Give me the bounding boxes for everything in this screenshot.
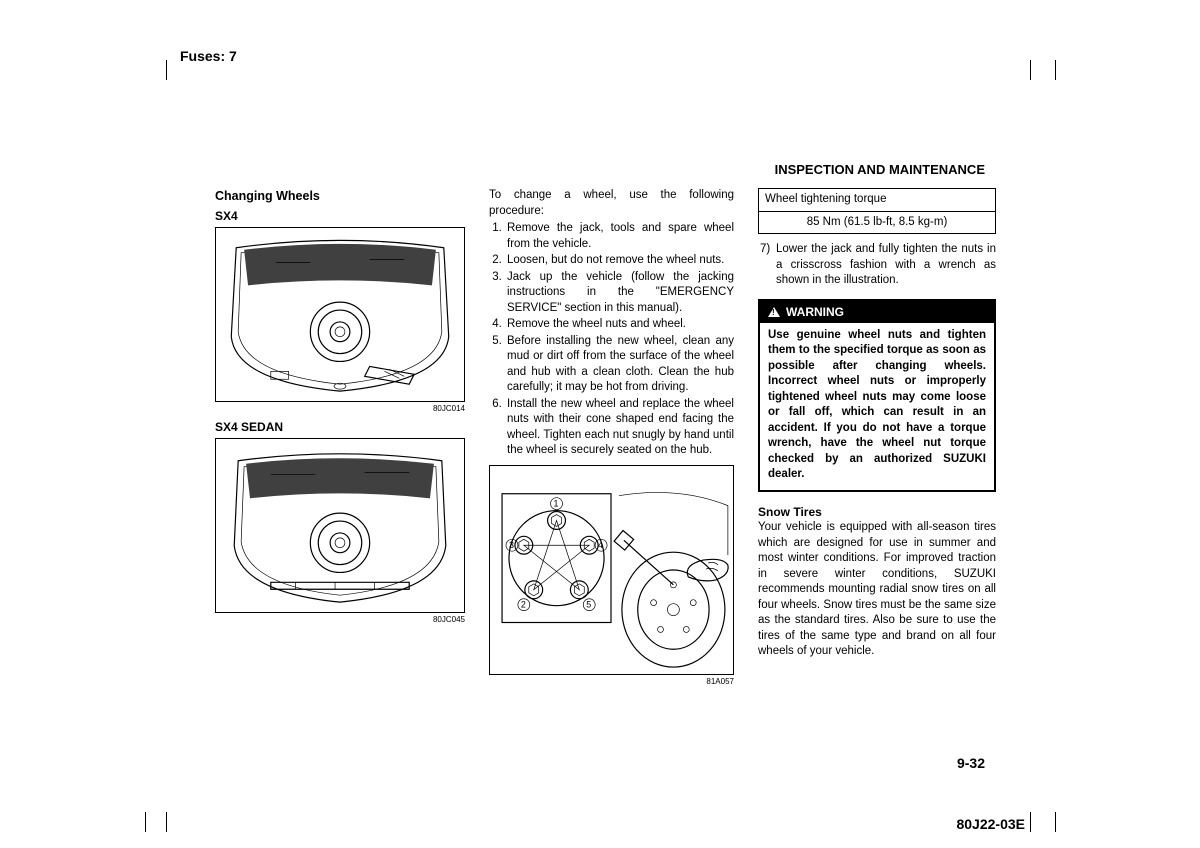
page-header-fuses: Fuses: 7 <box>180 48 237 64</box>
page-number: 9-32 <box>957 755 985 771</box>
crop-mark <box>145 812 146 832</box>
nut-label-2: 2 <box>521 599 526 609</box>
torque-table: Wheel tightening torque 85 Nm (61.5 lb-f… <box>758 188 996 234</box>
changing-wheels-title: Changing Wheels <box>215 188 465 205</box>
crop-mark <box>1030 60 1031 80</box>
procedure-intro: To change a wheel, use the following pro… <box>489 188 734 219</box>
nut-label-1: 1 <box>554 498 559 508</box>
document-code: 80J22-03E <box>956 816 1025 832</box>
figure-code-1: 80JC014 <box>215 404 465 415</box>
model-sx4-sedan-label: SX4 SEDAN <box>215 419 465 435</box>
step-4: Remove the wheel nuts and wheel. <box>505 317 734 333</box>
step-1: Remove the jack, tools and spare wheel f… <box>505 221 734 252</box>
warning-box: WARNING Use genuine wheel nuts and tight… <box>758 299 996 492</box>
model-sx4-label: SX4 <box>215 208 465 224</box>
crop-mark <box>166 812 167 832</box>
section-header: INSPECTION AND MAINTENANCE <box>775 162 985 177</box>
snow-tires-body: Your vehicle is equipped with all-season… <box>758 520 996 660</box>
step-2: Loosen, but do not remove the wheel nuts… <box>505 253 734 269</box>
column-3: Wheel tightening torque 85 Nm (61.5 lb-f… <box>758 188 996 692</box>
figure-tightening-pattern: 1 4 5 2 3 <box>489 465 734 675</box>
crop-mark <box>1055 812 1056 832</box>
step-3: Jack up the vehicle (follow the jacking … <box>505 270 734 317</box>
warning-body: Use genuine wheel nuts and tighten them … <box>760 323 994 490</box>
figure-sx4-trunk <box>215 227 465 402</box>
nut-label-5: 5 <box>586 599 591 609</box>
torque-label: Wheel tightening torque <box>759 189 995 212</box>
crop-mark <box>1055 60 1056 80</box>
step-6: Install the new wheel and replace the wh… <box>505 397 734 459</box>
warning-triangle-icon <box>768 307 780 317</box>
snow-tires-title: Snow Tires <box>758 504 996 520</box>
column-2: To change a wheel, use the following pro… <box>489 188 734 692</box>
figure-code-2: 80JC045 <box>215 615 465 626</box>
step-5: Before installing the new wheel, clean a… <box>505 334 734 396</box>
crop-mark <box>166 60 167 80</box>
torque-value: 85 Nm (61.5 lb-ft, 8.5 kg-m) <box>759 212 995 234</box>
column-1: Changing Wheels SX4 <box>215 188 465 692</box>
warning-title: WARNING <box>786 304 844 320</box>
content-columns: Changing Wheels SX4 <box>215 188 985 692</box>
nut-label-4: 4 <box>598 540 603 550</box>
crop-mark <box>1030 812 1031 832</box>
nut-label-3: 3 <box>509 540 514 550</box>
procedure-steps: Remove the jack, tools and spare wheel f… <box>489 221 734 459</box>
warning-header: WARNING <box>760 301 994 323</box>
figure-code-3: 81A057 <box>489 677 734 688</box>
figure-sx4-sedan-trunk <box>215 438 465 613</box>
procedure-steps-continued: 7) Lower the jack and fully tighten the … <box>758 242 996 289</box>
step-7: 7) Lower the jack and fully tighten the … <box>758 242 996 289</box>
